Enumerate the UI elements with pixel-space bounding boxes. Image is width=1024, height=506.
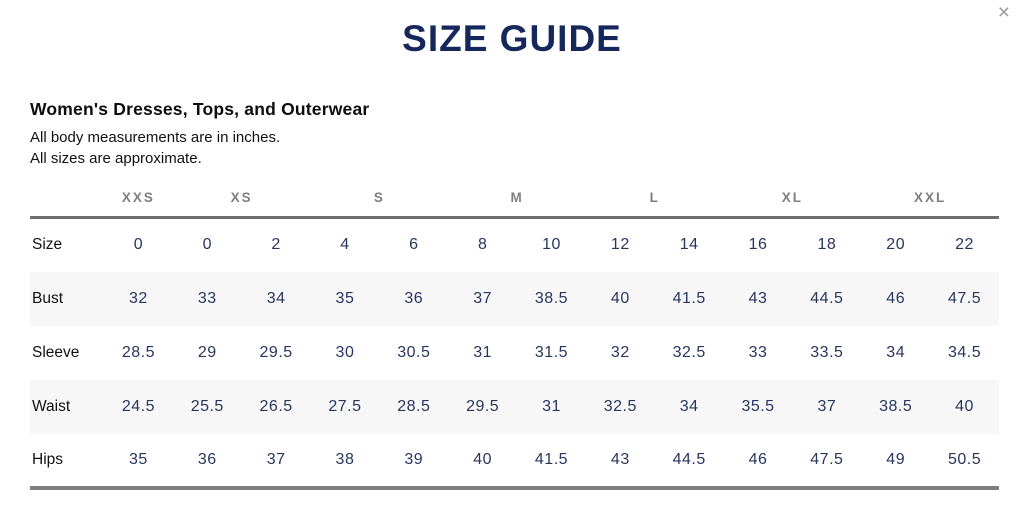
- measurement-cell: 40: [610, 289, 630, 307]
- measurement-cell: 2: [271, 236, 281, 254]
- measurement-cell: 32.5: [672, 343, 706, 361]
- measurement-cell: 0: [202, 236, 212, 254]
- note-measurements-in-inches: All body measurements are in inches.: [30, 129, 281, 146]
- table-row-waist: Waist 24.5 25.5 26.5 27.5 28.5 29.5 31 32.5 34 35.…: [30, 379, 999, 434]
- measurement-cell: 44.5: [810, 289, 844, 307]
- measurement-cell: 33: [748, 343, 768, 361]
- measurement-cell: 29.5: [466, 397, 500, 415]
- measurement-cell: 40: [955, 397, 974, 415]
- section-heading: Women's Dresses, Tops, and Outerwear: [30, 99, 370, 119]
- row-label-hips: Hips: [32, 450, 64, 468]
- measurement-cell: 26.5: [259, 397, 293, 415]
- measurement-cell: 31: [542, 397, 561, 415]
- measurement-cell: 38: [335, 450, 355, 468]
- measurement-cell: 0: [133, 236, 144, 254]
- row-label-size: Size: [32, 236, 63, 254]
- measurement-cell: 31.5: [534, 343, 569, 361]
- measurement-cell: 30: [335, 343, 355, 361]
- measurement-cell: 18: [817, 236, 837, 254]
- measurement-cell: 29.5: [259, 343, 293, 361]
- measurement-cell: 38.5: [879, 397, 913, 415]
- measurement-cell: 24.5: [121, 397, 155, 415]
- measurement-cell: 34: [266, 289, 286, 307]
- measurement-cell: 32.5: [603, 397, 637, 415]
- measurement-cell: 28.5: [121, 343, 155, 361]
- size-group-header-row: XXS XS S M L XL XXL: [30, 182, 999, 219]
- measurement-cell: 27.5: [328, 397, 362, 415]
- table-row-bust: Bust 32 33 34 35 36 37 38.5 40 41.5 43 44.5 46 47.5: [30, 271, 999, 326]
- size-table: XXS XS S M L XL XXL Size 0 0 2 4 6 8 10 12 14 16 18 20 22 Bu…: [30, 182, 999, 490]
- measurement-cell: 31: [473, 343, 493, 361]
- measurement-cell: 20: [886, 236, 906, 254]
- measurement-cell: 28.5: [397, 397, 431, 415]
- measurement-cell: 36: [404, 289, 424, 307]
- measurement-cell: 34: [679, 397, 699, 415]
- size-group-header-xs: XS: [172, 182, 311, 219]
- measurement-cell: 25.5: [190, 397, 224, 415]
- measurement-cell: 33: [197, 289, 217, 307]
- measurement-cell: 35: [129, 450, 148, 468]
- size-group-header-s: S: [310, 182, 449, 219]
- row-label-waist: Waist: [32, 397, 71, 415]
- size-group-header-xxl: XXL: [861, 182, 999, 219]
- measurement-cell: 37: [817, 397, 837, 415]
- measurement-cell: 22: [955, 236, 974, 254]
- measurement-cell: 50.5: [947, 450, 982, 468]
- measurement-cell: 12: [610, 236, 630, 254]
- measurement-cell: 4: [340, 236, 350, 254]
- measurement-cell: 39: [404, 450, 424, 468]
- row-label-sleeve: Sleeve: [32, 343, 80, 361]
- size-group-header-m: M: [448, 182, 586, 219]
- measurement-cell: 30.5: [397, 343, 431, 361]
- table-row-sleeve: Sleeve 28.5 29 29.5 30 30.5 31 31.5 32 32.5 33 33.5…: [30, 326, 999, 380]
- measurement-cell: 34.5: [947, 343, 982, 361]
- header-corner-cell: [30, 182, 104, 219]
- size-group-header-xl: XL: [723, 182, 862, 219]
- measurement-cell: 46: [748, 450, 768, 468]
- measurement-cell: 43: [610, 450, 630, 468]
- measurement-cell: 35.5: [741, 397, 775, 415]
- measurement-cell: 10: [542, 236, 561, 254]
- page-title: SIZE GUIDE: [402, 18, 622, 59]
- close-icon[interactable]: ×: [994, 0, 1014, 25]
- measurement-cell: 41.5: [534, 450, 569, 468]
- measurement-cell: 6: [409, 236, 419, 254]
- measurement-cell: 33.5: [810, 343, 844, 361]
- measurement-cell: 46: [886, 289, 906, 307]
- measurement-cell: 35: [335, 289, 355, 307]
- measurement-cell: 41.5: [672, 289, 706, 307]
- measurement-cell: 32: [129, 289, 148, 307]
- measurement-cell: 40: [473, 450, 493, 468]
- measurement-cell: 49: [886, 450, 906, 468]
- measurement-cell: 8: [477, 236, 488, 254]
- measurement-cell: 47.5: [810, 450, 844, 468]
- measurement-cell: 16: [748, 236, 768, 254]
- measurement-cell: 47.5: [947, 289, 982, 307]
- size-guide-intro: Women's Dresses, Tops, and Outerwear All…: [30, 99, 994, 169]
- table-row-size: Size 0 0 2 4 6 8 10 12 14 16 18 20 22: [30, 218, 999, 272]
- size-group-header-l: L: [585, 182, 724, 219]
- measurement-cell: 34: [886, 343, 906, 361]
- table-row-hips: Hips 35 36 37 38 39 40 41.5 43 44.5 46 47.5 49 50.5: [30, 434, 999, 488]
- measurement-cell: 37: [266, 450, 286, 468]
- measurement-cell: 44.5: [672, 450, 706, 468]
- measurement-cell: 32: [610, 343, 630, 361]
- note-sizes-approximate: All sizes are approximate.: [30, 150, 202, 167]
- measurement-cell: 43: [748, 289, 768, 307]
- measurement-cell: 36: [197, 450, 217, 468]
- measurement-cell: 37: [473, 289, 493, 307]
- measurement-cell: 14: [679, 236, 699, 254]
- row-label-bust: Bust: [32, 289, 64, 307]
- measurement-cell: 29: [197, 343, 217, 361]
- measurement-cell: 38.5: [534, 289, 569, 307]
- size-group-header-xxs: XXS: [104, 182, 173, 219]
